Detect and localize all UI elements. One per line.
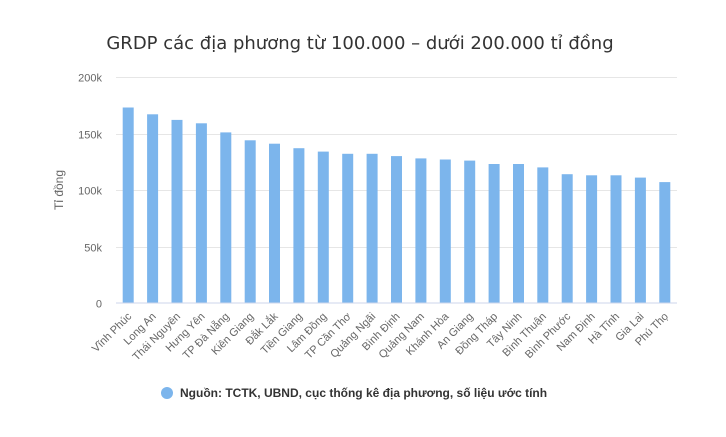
bar[interactable] xyxy=(488,164,500,303)
bar[interactable] xyxy=(439,159,451,304)
bar[interactable] xyxy=(659,182,671,303)
bar[interactable] xyxy=(244,140,256,303)
bar[interactable] xyxy=(610,175,622,303)
legend-swatch[interactable] xyxy=(161,387,173,399)
bar[interactable] xyxy=(464,160,476,303)
bar[interactable] xyxy=(537,167,549,303)
y-tick-label: 0 xyxy=(96,299,102,311)
bar[interactable] xyxy=(147,114,159,303)
bar[interactable] xyxy=(195,123,207,303)
bar[interactable] xyxy=(122,107,134,304)
bar[interactable] xyxy=(269,143,280,303)
chart-title: GRDP các địa phương từ 100.000 – dưới 20… xyxy=(106,33,613,54)
bar[interactable] xyxy=(220,132,232,303)
bar[interactable] xyxy=(391,156,402,303)
bar[interactable] xyxy=(293,148,305,303)
y-tick-label: 200k xyxy=(78,73,102,85)
bar[interactable] xyxy=(171,119,183,304)
bar[interactable] xyxy=(342,153,354,303)
legend-item-label[interactable]: Nguồn: TCTK, UBND, cục thống kê địa phươ… xyxy=(180,386,547,400)
bar[interactable] xyxy=(366,153,378,303)
bar[interactable] xyxy=(561,174,573,303)
y-tick-label: 100k xyxy=(78,186,102,198)
bar[interactable] xyxy=(415,158,427,303)
bars xyxy=(122,107,671,304)
y-axis-ticks: 0 50k 100k 150k 200k xyxy=(78,73,102,311)
bar[interactable] xyxy=(513,164,524,303)
y-tick-label: 50k xyxy=(84,243,102,255)
bar[interactable] xyxy=(586,175,598,303)
bar[interactable] xyxy=(317,151,329,303)
y-tick-label: 150k xyxy=(78,130,102,142)
y-axis-label: Tỉ đồng xyxy=(52,170,66,210)
legend[interactable]: Nguồn: TCTK, UBND, cục thống kê địa phươ… xyxy=(161,386,547,400)
bar[interactable] xyxy=(634,177,646,303)
